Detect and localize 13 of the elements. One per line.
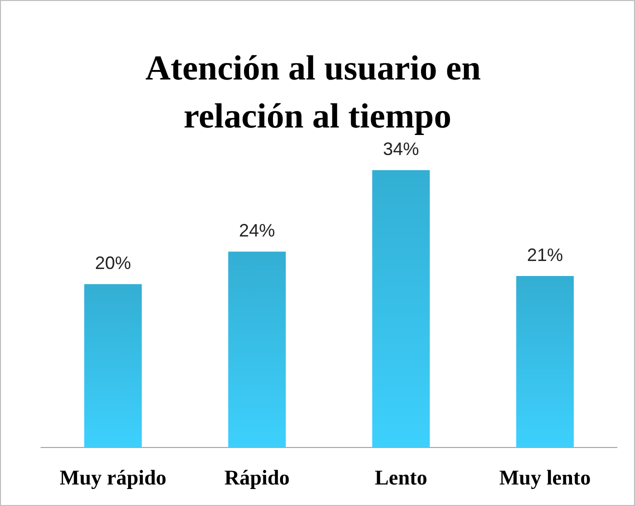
data-label: 34%	[382, 139, 420, 160]
bar	[228, 252, 286, 447]
chart-title: Atención al usuario en relación al tiempo	[145, 48, 490, 136]
x-tick-label: Muy rápido	[60, 466, 166, 490]
x-tick-label: Muy lento	[499, 466, 591, 490]
x-tick-label: Rápido	[224, 466, 290, 490]
x-tick-label: Lento	[374, 466, 428, 490]
data-label: 24%	[238, 220, 276, 241]
data-label: 20%	[94, 253, 132, 274]
bar	[84, 284, 142, 447]
data-label: 21%	[526, 245, 564, 265]
bar	[372, 170, 430, 447]
bar	[516, 276, 574, 447]
